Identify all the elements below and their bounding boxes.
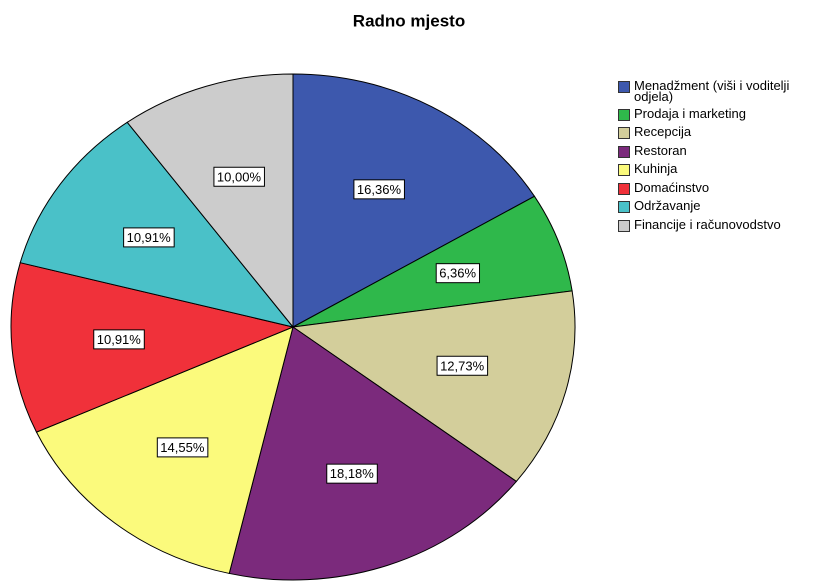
label-box [326, 463, 378, 484]
legend-swatch [618, 201, 630, 213]
legend-item: Menadžment (viši i voditelji odjela) [618, 78, 818, 104]
data-label: 6,36% [439, 266, 476, 281]
label-box [156, 437, 209, 458]
label-box [93, 329, 145, 350]
label-box [123, 227, 175, 248]
legend-swatch [618, 145, 630, 158]
legend-label: Kuhinja [634, 161, 678, 176]
legend-swatch [618, 81, 630, 93]
legend-item: Restoran [618, 142, 818, 158]
pie-slice [291, 290, 576, 483]
legend-label: Menadžment (viši i voditelji odjela) [634, 78, 790, 104]
data-label: 12,73% [440, 358, 485, 373]
label-box [436, 355, 489, 376]
data-label: 16,36% [357, 182, 402, 197]
legend-swatch [618, 219, 630, 232]
chart-title: Radno mjesto [353, 11, 465, 30]
data-label: 10,91% [97, 332, 142, 347]
data-label: 14,55% [160, 440, 205, 455]
label-box [435, 263, 481, 284]
legend-label: Domaćinstvo [634, 179, 710, 195]
pie-slice [292, 73, 536, 328]
pie-slice [292, 195, 573, 328]
legend-label: Prodaja i marketing [634, 105, 746, 121]
label-box [353, 179, 405, 200]
legend-swatch [618, 127, 630, 139]
legend-label: Održavanje [634, 198, 701, 213]
legend-item: Financije i računovodstvo [618, 216, 818, 232]
pie-slice [126, 73, 294, 329]
legend: Menadžment (viši i voditelji odjela) Prod… [618, 78, 818, 237]
pie-slice [19, 121, 295, 328]
data-label: 18,18% [330, 466, 375, 481]
label-box [213, 166, 265, 187]
legend-label: Restoran [634, 142, 687, 158]
legend-label: Recepcija [634, 124, 692, 139]
legend-label: Financije i računovodstvo [634, 216, 781, 232]
legend-swatch [618, 164, 630, 176]
data-label: 10,91% [127, 230, 172, 245]
pie-slice [10, 262, 295, 433]
legend-item: Kuhinja [618, 161, 818, 176]
legend-item: Domaćinstvo [618, 179, 818, 195]
legend-item: Recepcija [618, 124, 818, 139]
legend-swatch [618, 108, 630, 121]
legend-swatch [618, 182, 630, 195]
legend-item: Održavanje [618, 198, 818, 213]
data-label: 10,00% [217, 169, 262, 184]
pie-slice [228, 326, 518, 581]
legend-item: Prodaja i marketing [618, 105, 818, 121]
